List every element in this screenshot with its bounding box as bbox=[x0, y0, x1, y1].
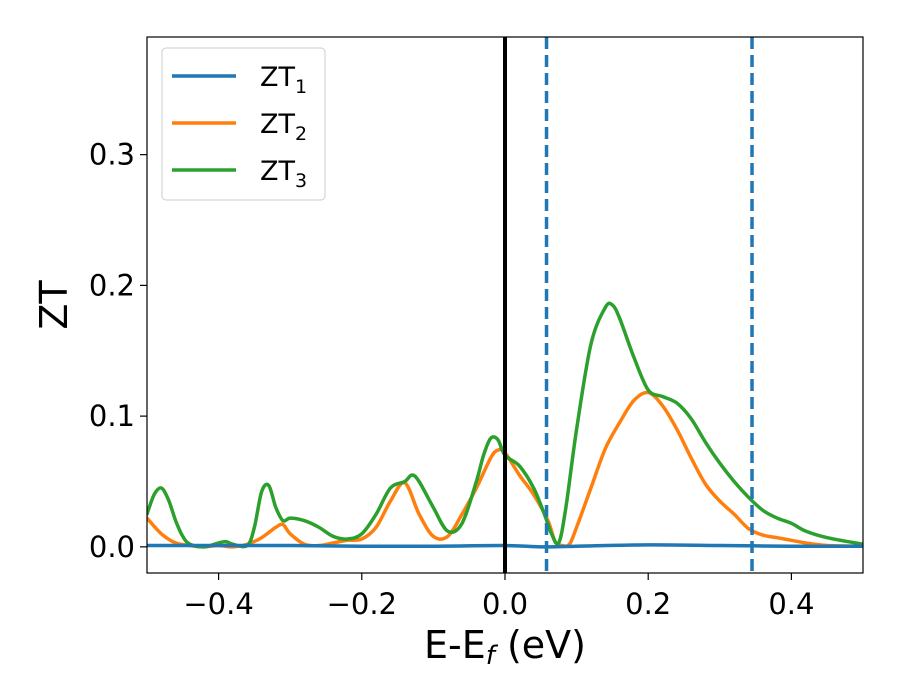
legend-label-zt2: ZT2 bbox=[260, 109, 307, 145]
y-axis-label: ZT bbox=[32, 280, 76, 330]
y-tick-label: 0.0 bbox=[89, 530, 135, 564]
x-axis-label-main: E-E bbox=[424, 623, 486, 667]
y-tick-label: 0.1 bbox=[89, 399, 135, 433]
x-tick-label: 0.0 bbox=[482, 587, 528, 621]
x-tick-label: −0.4 bbox=[183, 587, 253, 621]
legend-entry-1: ZT1 bbox=[172, 62, 307, 98]
y-ticks: 0.0 0.1 0.2 0.3 bbox=[89, 138, 147, 564]
legend-entry-3: ZT3 bbox=[172, 156, 307, 192]
legend-entry-2: ZT2 bbox=[172, 109, 307, 145]
y-tick-label: 0.2 bbox=[89, 268, 135, 302]
x-tick-label: 0.2 bbox=[625, 587, 671, 621]
legend: ZT1 ZT2 ZT3 bbox=[161, 47, 326, 201]
series-layer bbox=[147, 301, 863, 549]
series-line-zt2 bbox=[147, 390, 863, 549]
legend-box bbox=[161, 47, 326, 201]
x-axis-label-unit: (eV) bbox=[495, 623, 586, 667]
legend-label-zt3: ZT3 bbox=[260, 156, 307, 192]
reference-lines-layer bbox=[503, 37, 754, 573]
x-tick-label: 0.4 bbox=[768, 587, 814, 621]
x-axis-label: E-Ef (eV) bbox=[424, 623, 586, 671]
legend-label-zt1: ZT1 bbox=[260, 62, 307, 98]
x-ticks: −0.4 −0.2 0.0 0.2 0.4 bbox=[183, 573, 814, 621]
x-tick-label: −0.2 bbox=[327, 587, 397, 621]
y-tick-label: 0.3 bbox=[89, 138, 135, 172]
series-line-zt1 bbox=[147, 543, 863, 549]
